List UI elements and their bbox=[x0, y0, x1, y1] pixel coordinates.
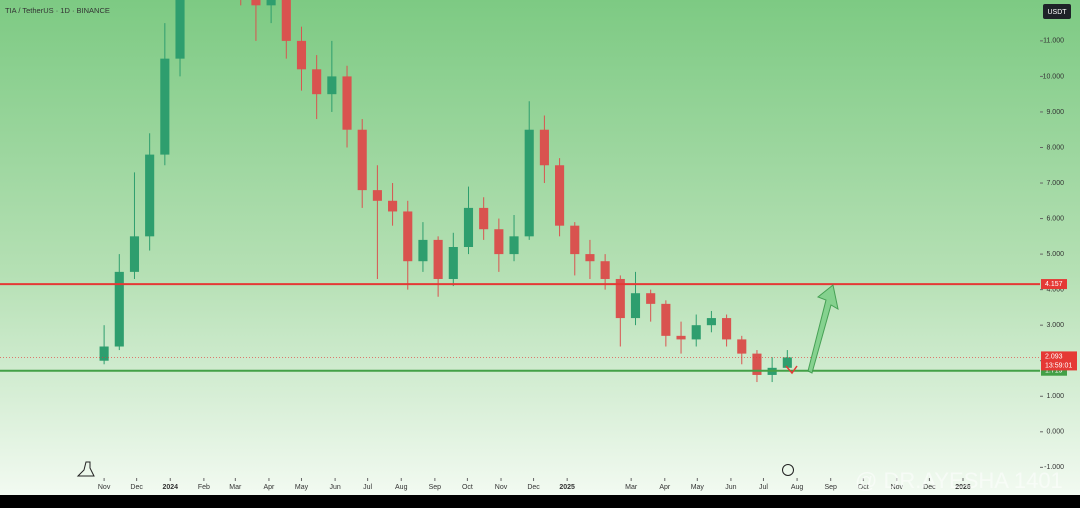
candle-body bbox=[661, 303, 671, 336]
candle-body bbox=[524, 129, 534, 237]
annotation-arrow bbox=[785, 365, 798, 375]
candle-body bbox=[342, 76, 352, 130]
candle-body bbox=[600, 261, 610, 279]
x-tick-label: 2026 bbox=[955, 484, 971, 491]
candle-body bbox=[479, 207, 489, 230]
background bbox=[0, 0, 1080, 495]
candle-body bbox=[585, 254, 595, 262]
x-tick-label: Apr bbox=[659, 484, 671, 491]
level-label: 1.719 bbox=[1045, 368, 1063, 375]
x-tick-label: Sep bbox=[824, 484, 837, 491]
watermark: @ DR.AYESHA 1401 bbox=[855, 468, 1063, 493]
candle-body bbox=[782, 357, 792, 368]
annotation-arrow bbox=[807, 284, 839, 374]
candle-body bbox=[646, 293, 656, 304]
y-tick-label: 4.000 bbox=[1046, 286, 1064, 293]
candle-body bbox=[448, 246, 458, 279]
x-tick-label: Aug bbox=[791, 484, 804, 491]
candle-body bbox=[691, 325, 701, 340]
candle-body bbox=[403, 211, 413, 262]
level-label-box bbox=[1041, 365, 1067, 376]
x-tick-label: Feb bbox=[198, 484, 210, 491]
level-label-box bbox=[1041, 279, 1067, 290]
replay-icon bbox=[782, 464, 794, 476]
candle-body bbox=[615, 278, 625, 319]
candle-body bbox=[737, 339, 747, 354]
y-tick-label: 6.000 bbox=[1046, 215, 1064, 222]
x-tick-label: Dec bbox=[130, 484, 143, 491]
last-price-label: 2.093 bbox=[1045, 353, 1063, 360]
candle-body bbox=[357, 129, 367, 191]
candle-body bbox=[418, 239, 428, 262]
logo bbox=[76, 461, 95, 477]
candle-body bbox=[630, 293, 641, 319]
y-tick-label: 10.000 bbox=[1043, 73, 1065, 80]
x-tick-label: Jun bbox=[329, 484, 340, 491]
candle-body bbox=[509, 236, 519, 255]
x-tick-label: Jul bbox=[759, 484, 768, 491]
x-tick-label: Sep bbox=[429, 484, 442, 491]
candle-body bbox=[160, 58, 170, 155]
x-tick-label: Nov bbox=[495, 484, 508, 491]
candle-body bbox=[494, 229, 504, 255]
candle-body bbox=[463, 207, 474, 247]
x-tick-label: Nov bbox=[98, 484, 111, 491]
candle-body bbox=[706, 318, 716, 326]
bottom-bar bbox=[0, 495, 1080, 508]
candle-body bbox=[175, 0, 185, 59]
y-tick-label: 1.000 bbox=[1046, 393, 1064, 400]
candle-body bbox=[281, 0, 291, 41]
x-tick-label: Aug bbox=[395, 484, 408, 491]
y-tick-label: 3.000 bbox=[1046, 322, 1064, 329]
y-tick-label: 7.000 bbox=[1046, 180, 1064, 187]
x-tick-label: Dec bbox=[527, 484, 540, 491]
y-tick-label: 8.000 bbox=[1046, 144, 1064, 151]
y-tick-label: 5.000 bbox=[1046, 251, 1064, 258]
last-price-box bbox=[1041, 351, 1077, 371]
x-tick-label: Dec bbox=[923, 484, 936, 491]
x-tick-label: 2024 bbox=[162, 484, 178, 491]
candle-body bbox=[99, 346, 109, 361]
y-tick-label: 0.000 bbox=[1046, 429, 1064, 436]
x-tick-label: Jun bbox=[725, 484, 736, 491]
x-tick-label: May bbox=[691, 484, 705, 491]
candle-body bbox=[676, 335, 686, 340]
candle-body bbox=[327, 76, 337, 95]
candle-body bbox=[145, 154, 155, 237]
x-tick-label: Oct bbox=[858, 484, 869, 491]
candle-body bbox=[722, 318, 732, 340]
candle-body bbox=[539, 129, 549, 166]
countdown: 13:59:01 bbox=[1045, 362, 1072, 369]
chart-title: TIA / TetherUS · 1D · BINANCE bbox=[5, 6, 110, 15]
candle-body bbox=[296, 40, 307, 70]
x-tick-label: Jul bbox=[363, 484, 372, 491]
x-tick-label: May bbox=[295, 484, 309, 491]
candle-body bbox=[570, 225, 580, 255]
currency-box bbox=[1043, 4, 1071, 19]
x-tick-label: Mar bbox=[625, 484, 638, 491]
candle-body bbox=[388, 200, 398, 212]
currency: USDT bbox=[1047, 9, 1067, 16]
y-tick-label: -1.000 bbox=[1044, 464, 1064, 471]
x-tick-label: Nov bbox=[891, 484, 904, 491]
level-label: 4.157 bbox=[1045, 281, 1063, 288]
plot-area bbox=[99, 0, 792, 383]
x-tick-label: Oct bbox=[462, 484, 473, 491]
y-tick-label: 11.000 bbox=[1043, 38, 1064, 45]
x-tick-label: Mar bbox=[229, 484, 242, 491]
candle-body bbox=[312, 69, 322, 95]
candle-body bbox=[114, 271, 124, 347]
x-tick-label: 2025 bbox=[559, 484, 575, 491]
candle-body bbox=[433, 239, 443, 279]
candle-body bbox=[266, 0, 276, 6]
candle-body bbox=[129, 236, 140, 272]
candle-body bbox=[555, 165, 565, 226]
candle-body bbox=[752, 353, 762, 375]
x-tick-label: Apr bbox=[263, 484, 275, 491]
y-tick-label: 9.000 bbox=[1046, 109, 1064, 116]
candle-body bbox=[251, 0, 261, 6]
candle-body bbox=[372, 190, 382, 201]
